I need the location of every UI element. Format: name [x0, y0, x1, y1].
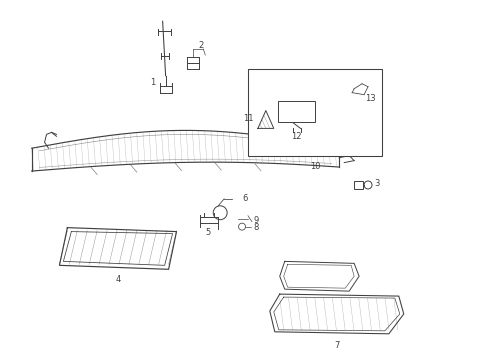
- Bar: [354, 181, 363, 189]
- Bar: [248, 69, 382, 156]
- Text: 6: 6: [242, 194, 247, 203]
- Text: 9: 9: [254, 216, 259, 225]
- Text: 8: 8: [253, 223, 258, 232]
- Text: 12: 12: [292, 132, 302, 141]
- Text: 4: 4: [115, 275, 121, 284]
- Text: 3: 3: [374, 180, 379, 189]
- Text: 10: 10: [310, 162, 320, 171]
- Text: 5: 5: [206, 228, 211, 237]
- Text: 13: 13: [365, 94, 375, 103]
- Text: 11: 11: [243, 114, 253, 123]
- Text: 7: 7: [334, 341, 340, 350]
- Bar: [278, 100, 316, 122]
- Text: 2: 2: [199, 41, 204, 50]
- Text: 1: 1: [150, 78, 155, 87]
